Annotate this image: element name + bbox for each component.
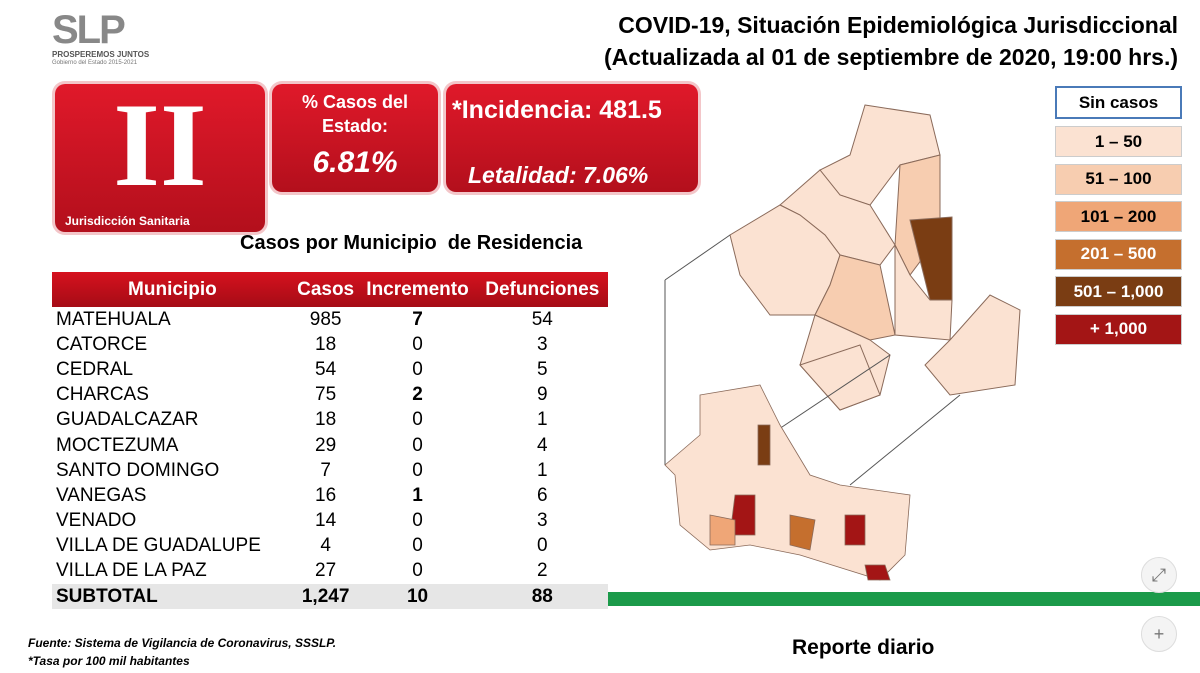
table-cell: VENADO — [56, 510, 137, 532]
table-cell: 0 — [412, 434, 423, 456]
table-cell: 1 — [536, 459, 548, 481]
table-cell: 9 — [536, 384, 548, 406]
table-cell: 18 — [315, 333, 337, 355]
table-cell: GUADALCAZAR — [56, 409, 199, 431]
legend-item: 1 – 50 — [1055, 126, 1182, 157]
table-cell: 0 — [412, 358, 423, 380]
share-card: % Casos del Estado: 6.81% — [272, 84, 438, 192]
table-cell: 0 — [412, 459, 423, 481]
table-cell: 54 — [531, 308, 553, 330]
table-cell: 27 — [315, 560, 337, 582]
table-row: VILLA DE LA PAZ 27 0 2 — [52, 559, 608, 584]
table-body: MATEHUALA 985 7 54 CATORCE 18 0 3 CEDRAL 54 0 5 CHAR… — [52, 307, 608, 610]
total-cell: SUBTOTAL — [52, 584, 293, 610]
table-cell: 0 — [536, 535, 548, 557]
table-row: GUADALCAZAR 18 0 1 — [52, 408, 608, 433]
table-cell: 6 — [536, 484, 548, 506]
table-cell: MATEHUALA — [56, 308, 171, 330]
green-band — [608, 592, 1200, 606]
table-row: CATORCE 18 0 3 — [52, 332, 608, 357]
table-row: VENADO 14 0 3 — [52, 509, 608, 534]
table-cell: 1 — [536, 409, 548, 431]
column-header: Municipio — [52, 272, 293, 307]
table-cell: 7 — [320, 459, 331, 481]
table-cell: 0 — [412, 510, 423, 532]
table-cell: 16 — [315, 484, 337, 506]
table-cell: 3 — [536, 333, 548, 355]
table-cell: 0 — [412, 333, 423, 355]
table-row: MATEHUALA 985 7 54 — [52, 307, 608, 332]
fullscreen-button[interactable]: ⤢ — [1141, 557, 1177, 593]
jurisdiction-label: Jurisdicción Sanitaria — [65, 214, 190, 228]
total-row: SUBTOTAL 1,247 10 88 — [52, 584, 608, 610]
table-cell: 4 — [536, 434, 548, 456]
total-cell: 1,247 — [292, 584, 359, 610]
table-cell: CEDRAL — [56, 358, 134, 380]
table-row: VANEGAS 16 1 6 — [52, 483, 608, 508]
subtitle: (Actualizada al 01 de septiembre de 2020… — [604, 44, 1178, 70]
share-label: % Casos del Estado: — [301, 92, 409, 136]
table-row: SANTO DOMINGO 7 0 1 — [52, 458, 608, 483]
table-cell: 18 — [315, 409, 337, 431]
jurisdiction-card: II Jurisdicción Sanitaria — [55, 78, 265, 232]
table-cell: 3 — [536, 510, 548, 532]
table-cell: 54 — [315, 358, 337, 380]
table-cell: 14 — [315, 510, 337, 532]
legend-item: 51 – 100 — [1055, 163, 1182, 195]
legend-item: 201 – 500 — [1055, 238, 1182, 270]
table-cell: CHARCAS — [56, 384, 149, 406]
cases-table: Municipio Casos Incremento Defunciones MATEH… — [52, 272, 608, 610]
table-cell: 985 — [309, 308, 342, 330]
table-cell: 5 — [536, 358, 548, 380]
legend-item: + 1,000 — [1055, 313, 1182, 345]
table-cell: VILLA DE LA PAZ — [56, 560, 207, 582]
table-cell: 2 — [412, 384, 423, 406]
note: *Tasa por 100 mil habitantes — [28, 654, 190, 668]
table-row: CEDRAL 54 0 5 — [52, 357, 608, 382]
table-cell: MOCTEZUMA — [56, 434, 179, 456]
column-header: Casos — [292, 272, 359, 307]
table-cell: VANEGAS — [56, 484, 147, 506]
logo: SLP — [52, 8, 126, 52]
zoom-in-button[interactable]: + — [1141, 616, 1177, 652]
report-label: Reporte diario — [792, 636, 935, 659]
share-value: 6.81% — [312, 146, 398, 179]
incidence: *Incidencia: 481.5 — [452, 96, 662, 124]
table-cell: CATORCE — [56, 333, 148, 355]
legend-item: 101 – 200 — [1055, 201, 1182, 232]
table-cell: 0 — [412, 535, 423, 557]
table-cell: 0 — [412, 409, 423, 431]
logo-subtitle: Gobierno del Estado 2015-2021 — [52, 60, 138, 66]
table-cell: 29 — [315, 434, 337, 456]
lethality: Letalidad: 7.06% — [468, 162, 649, 188]
legend-item: Sin casos — [1055, 86, 1182, 119]
table-row: MOCTEZUMA 29 0 4 — [52, 433, 608, 458]
table-cell: SANTO DOMINGO — [56, 459, 220, 481]
table-cell: 2 — [536, 560, 548, 582]
table-cell: 75 — [315, 384, 337, 406]
table-title: Casos por Municipio de Residencia — [240, 232, 583, 254]
rates-card: *Incidencia: 481.5 Letalidad: 7.06% — [446, 84, 698, 192]
table-cell: 4 — [320, 535, 331, 557]
total-cell: 10 — [358, 584, 477, 610]
legend-item: 501 – 1,000 — [1055, 276, 1182, 307]
header-row: Municipio Casos Incremento Defunciones — [52, 272, 608, 307]
total-cell: 88 — [476, 584, 608, 610]
table-cell: 0 — [412, 560, 423, 582]
table-cell: 1 — [412, 484, 423, 506]
title: COVID-19, Situación Epidemiológica Juris… — [618, 12, 1178, 38]
jurisdiction: II — [113, 78, 207, 211]
logo-tagline: PROSPEREMOS JUNTOS — [52, 50, 150, 59]
map — [664, 104, 1021, 581]
table-row: CHARCAS 75 2 9 — [52, 383, 608, 408]
column-header: Defunciones — [476, 272, 608, 307]
table-cell: VILLA DE GUADALUPE — [56, 535, 261, 557]
column-header: Incremento — [358, 272, 477, 307]
table-row: VILLA DE GUADALUPE 4 0 0 — [52, 534, 608, 559]
source: Fuente: Sistema de Vigilancia de Coronav… — [28, 636, 337, 650]
table-cell: 7 — [412, 308, 423, 330]
